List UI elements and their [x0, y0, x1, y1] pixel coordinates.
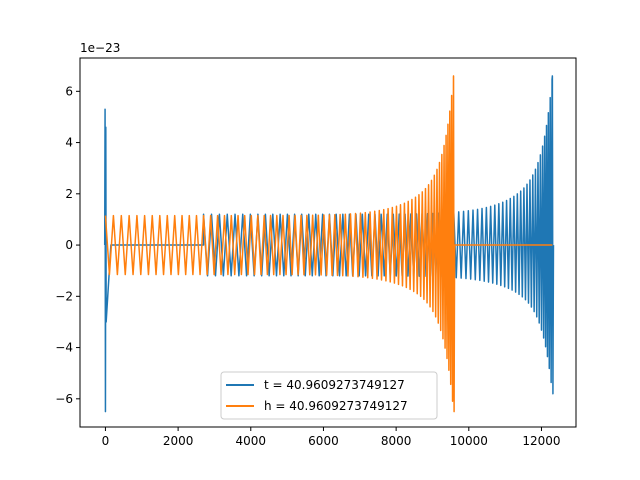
y-tick-label: 2 [65, 187, 73, 201]
plot-frame [79, 57, 577, 428]
legend-box [220, 371, 438, 420]
y-tick-label: 6 [65, 84, 73, 98]
legend-label-h: h = 40.9609273749127 [264, 399, 408, 413]
y-tick-label: −6 [55, 392, 73, 406]
x-tick-label: 12000 [522, 434, 560, 448]
x-tick-label: 0 [102, 434, 110, 448]
axis-ticks: 0 2000 4000 6000 8000 10000 12000 −6 −4 −2 0 2 4 6 [55, 84, 560, 448]
y-offset-label: 1e−23 [80, 41, 120, 55]
y-tick-label: −4 [55, 341, 73, 355]
x-tick-label: 6000 [308, 434, 339, 448]
y-tick-label: 4 [65, 136, 73, 150]
x-tick-label: 10000 [450, 434, 488, 448]
x-tick-label: 8000 [381, 434, 412, 448]
plot-area [103, 75, 555, 413]
legend: t = 40.9609273749127 h = 40.960927374912… [220, 371, 438, 420]
legend-label-t: t = 40.9609273749127 [264, 378, 405, 392]
x-tick-label: 2000 [163, 434, 194, 448]
x-tick-label: 4000 [236, 434, 267, 448]
series-t-line [103, 75, 555, 413]
y-tick-label: −2 [55, 289, 73, 303]
y-tick-label: 0 [65, 238, 73, 252]
series-h-line [104, 75, 553, 413]
